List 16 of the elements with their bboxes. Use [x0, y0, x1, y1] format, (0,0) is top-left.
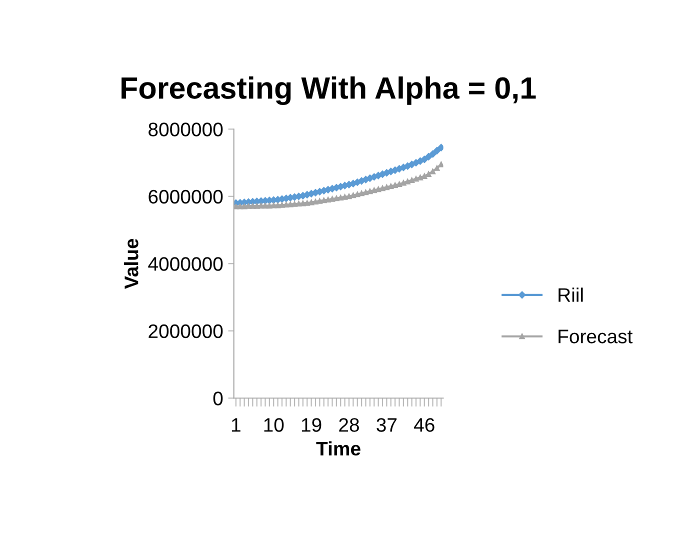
y-tick-label: 0: [213, 392, 223, 406]
y-axis-title: Value: [124, 238, 138, 289]
x-tick-label: 19: [302, 418, 322, 432]
x-tick-label: 10: [264, 418, 284, 432]
chart-title: Forecasting With Alpha = 0,1: [122, 76, 536, 106]
legend-label: Forecast: [558, 330, 633, 344]
x-axis-title: Time: [316, 441, 360, 456]
legend-label: Riil: [558, 288, 583, 302]
y-tick-label: 6000000: [148, 190, 223, 204]
x-tick-label: 37: [376, 418, 397, 432]
x-tick-label: 1: [232, 418, 240, 432]
x-tick-label: 28: [339, 418, 359, 432]
x-tick-label: 46: [414, 418, 434, 432]
y-tick-label: 4000000: [148, 257, 223, 271]
y-tick-label: 2000000: [148, 324, 223, 338]
y-tick-label: 8000000: [148, 122, 223, 136]
